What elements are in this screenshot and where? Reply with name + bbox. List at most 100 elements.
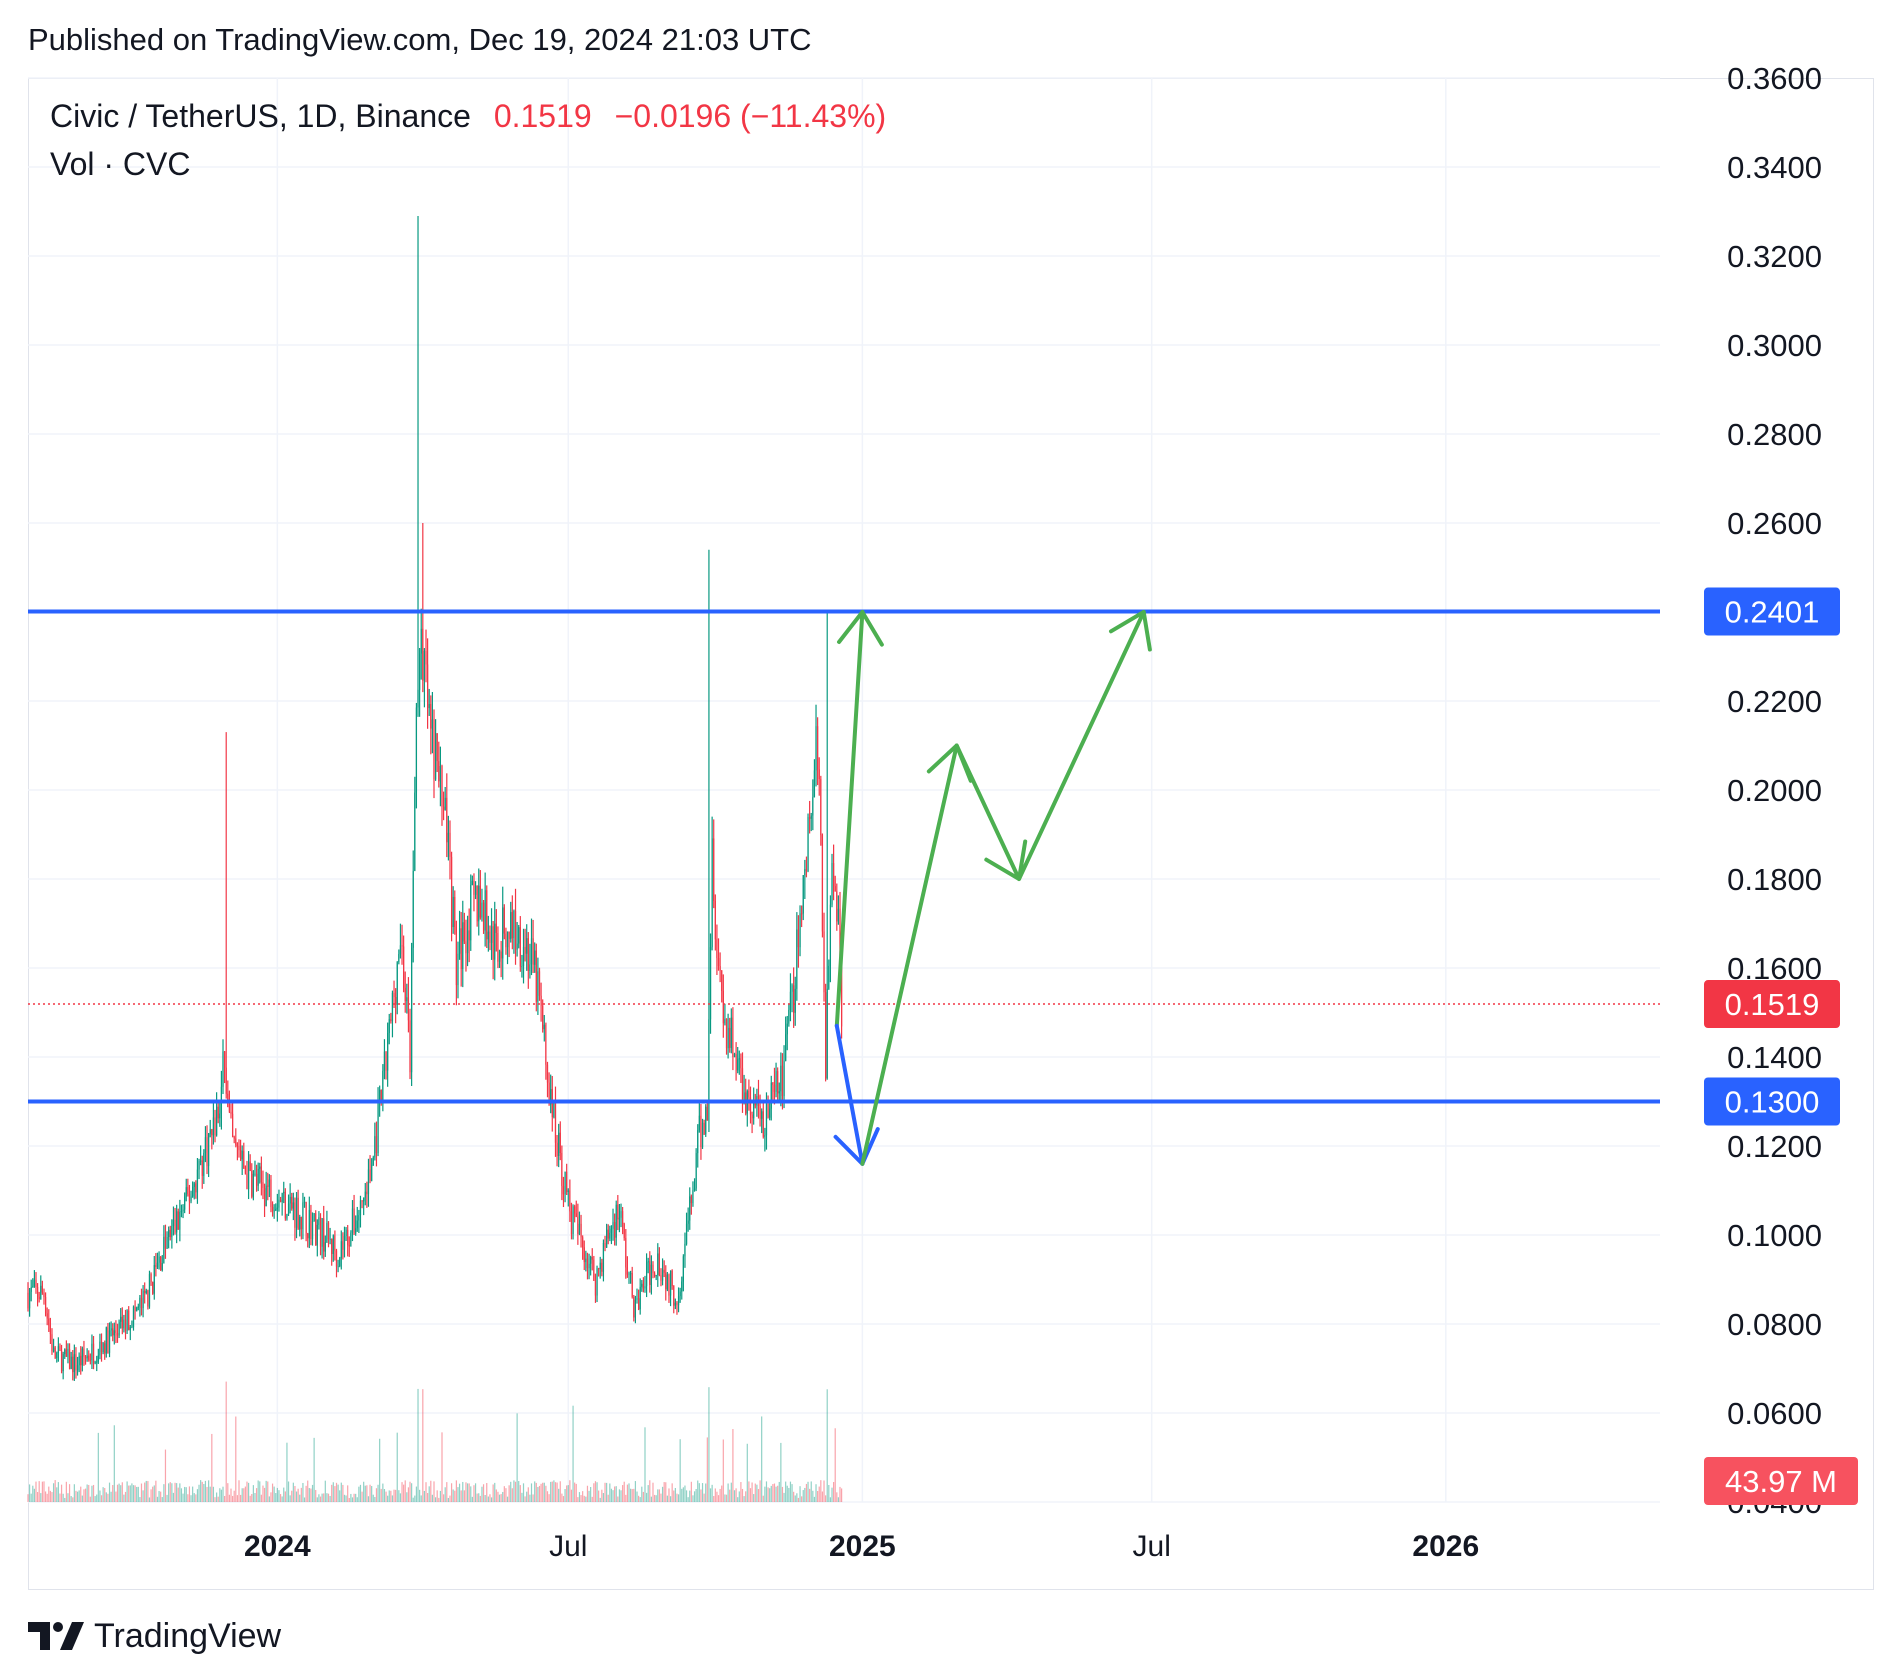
candle-body [239, 1150, 242, 1160]
volume-legend[interactable]: Vol · CVC [50, 146, 191, 182]
candle-body [171, 1226, 173, 1238]
candle-body [522, 946, 525, 967]
candle-body [401, 945, 403, 947]
candle-body [789, 991, 792, 1010]
volume-bar [225, 1381, 227, 1502]
volume-bar [145, 1480, 147, 1502]
volume-bar [538, 1485, 541, 1502]
candle-body [601, 1262, 603, 1272]
volume-bar [337, 1484, 339, 1502]
volume-bar [724, 1494, 726, 1502]
candle-body [793, 985, 795, 1013]
volume-bar [342, 1484, 344, 1502]
volume-bar [220, 1489, 223, 1502]
time-tick-label: Jul [549, 1530, 587, 1563]
candle-body [449, 832, 451, 857]
candle-body [599, 1262, 601, 1270]
volume-bar [403, 1484, 405, 1502]
candle-body [129, 1327, 131, 1331]
price-chart[interactable]: 0.3600 0.3400 0.3200 0.3000 0.2800 0.2600 0.24… [0, 0, 1893, 1600]
volume-bar [778, 1481, 780, 1502]
volume-bar [40, 1493, 42, 1502]
volume-bar [833, 1482, 835, 1502]
tradingview-logo-icon[interactable] [28, 1622, 84, 1650]
volume-bar [631, 1489, 633, 1502]
candle-body [335, 1250, 338, 1267]
candle-body [224, 1051, 226, 1068]
candle-body [791, 985, 793, 992]
candle-body [431, 719, 434, 729]
volume-bar [674, 1487, 676, 1502]
volume-bar [769, 1488, 771, 1502]
candle-body [176, 1211, 178, 1233]
volume-bar [465, 1482, 467, 1502]
candle-body [27, 1292, 29, 1309]
footer: TradingView [28, 1614, 281, 1658]
candle-body [40, 1285, 42, 1300]
volume-bars [27, 1381, 843, 1502]
candle-body [583, 1247, 585, 1263]
volume-bar [753, 1494, 755, 1502]
volume-bar [828, 1485, 830, 1502]
candle-body [716, 939, 718, 959]
candle-body [650, 1264, 652, 1285]
candle-body [139, 1297, 141, 1307]
candle-body [382, 1070, 384, 1102]
candle-body [353, 1208, 355, 1234]
volume-bar [775, 1486, 777, 1502]
candle-body [153, 1265, 155, 1294]
volume-bar [230, 1488, 232, 1502]
volume-bar [794, 1495, 796, 1502]
volume-bar [529, 1494, 531, 1502]
volume-bar [773, 1483, 776, 1502]
volume-bar [687, 1497, 689, 1502]
volume-bar [59, 1493, 61, 1502]
volume-bar [519, 1485, 521, 1502]
volume-bar [839, 1486, 841, 1502]
symbol-title[interactable]: Civic / TetherUS, 1D, Binance [50, 98, 471, 134]
candle-body [569, 1190, 571, 1212]
candle-body [674, 1302, 676, 1306]
volume-bar [414, 1495, 416, 1502]
time-axis[interactable]: 2024 Jul 2025 Jul 2026 [244, 1530, 1479, 1563]
candle-body [371, 1165, 373, 1181]
candle-body [778, 1091, 780, 1094]
volume-bar [471, 1496, 473, 1502]
candle-body [770, 1082, 772, 1109]
candle-body [406, 997, 408, 1002]
candle-body [786, 1023, 788, 1035]
volume-bar [246, 1481, 248, 1502]
volume-bar [67, 1493, 69, 1502]
candle-body [409, 1020, 411, 1073]
candle-body [486, 890, 488, 940]
volume-bar [27, 1494, 29, 1502]
tradingview-brand[interactable]: TradingView [94, 1616, 282, 1655]
volume-bar [446, 1482, 448, 1502]
candle-body [284, 1191, 286, 1219]
candle-body [652, 1264, 654, 1274]
volume-bar [556, 1482, 558, 1502]
candle-body [246, 1173, 248, 1190]
candle-body [329, 1239, 331, 1241]
volume-bar [689, 1490, 691, 1502]
volume-bar [211, 1433, 213, 1502]
candle-body [685, 1223, 688, 1244]
price-tick-label: 0.1800 [1727, 862, 1822, 897]
volume-bar [625, 1494, 627, 1502]
volume-bar [195, 1494, 197, 1502]
volume-bar [377, 1484, 379, 1502]
volume-bar [70, 1496, 72, 1502]
chart-legend: Civic / TetherUS, 1D, Binance 0.1519 −0.… [50, 98, 886, 135]
price-axis[interactable]: 0.3600 0.3400 0.3200 0.3000 0.2800 0.2600 0.24… [1727, 61, 1822, 1520]
volume-bar [185, 1487, 187, 1502]
volume-bar [717, 1495, 720, 1502]
volume-bar [385, 1491, 387, 1502]
volume-bar [35, 1481, 37, 1502]
volume-bar [396, 1432, 398, 1502]
volume-bar [409, 1481, 411, 1502]
volume-bar [60, 1484, 63, 1502]
candle-body [425, 650, 427, 665]
candle-body [727, 1027, 729, 1049]
volume-bar [524, 1496, 526, 1502]
candle-body [375, 1136, 378, 1154]
